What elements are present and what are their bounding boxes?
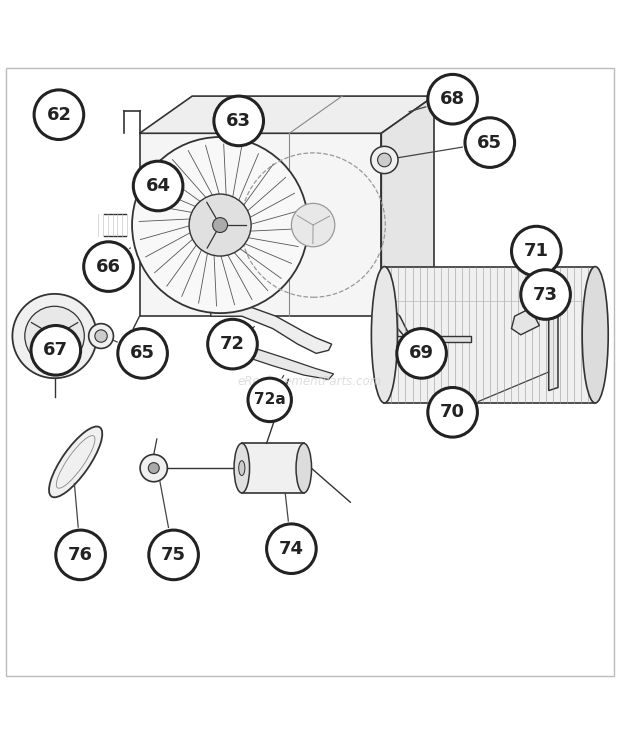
Text: 75: 75 (161, 546, 186, 564)
Circle shape (12, 294, 97, 378)
Ellipse shape (49, 426, 102, 497)
Text: 72a: 72a (254, 392, 286, 408)
Circle shape (214, 96, 264, 146)
Text: 74: 74 (279, 539, 304, 558)
Circle shape (512, 226, 561, 276)
Ellipse shape (296, 443, 312, 493)
Ellipse shape (239, 461, 245, 475)
Polygon shape (391, 336, 471, 342)
Circle shape (140, 455, 167, 482)
Circle shape (213, 217, 228, 232)
Polygon shape (140, 133, 381, 316)
Text: 73: 73 (533, 286, 558, 304)
Text: 62: 62 (46, 106, 71, 124)
Circle shape (34, 90, 84, 139)
Text: 69: 69 (409, 344, 434, 362)
Circle shape (84, 242, 133, 292)
Text: 68: 68 (440, 90, 465, 108)
Text: 63: 63 (226, 112, 251, 130)
Circle shape (132, 137, 308, 313)
Polygon shape (549, 285, 558, 391)
Circle shape (133, 161, 183, 211)
Circle shape (56, 530, 105, 580)
Text: 65: 65 (130, 344, 155, 362)
Polygon shape (211, 305, 332, 353)
Polygon shape (381, 96, 434, 316)
Polygon shape (236, 344, 334, 379)
Polygon shape (375, 299, 415, 342)
Ellipse shape (582, 266, 608, 403)
Text: 67: 67 (43, 341, 68, 359)
Circle shape (31, 325, 81, 375)
Text: 66: 66 (96, 257, 121, 275)
Circle shape (267, 524, 316, 574)
Circle shape (465, 118, 515, 167)
Circle shape (149, 530, 198, 580)
Polygon shape (512, 310, 539, 335)
Circle shape (291, 203, 335, 247)
Circle shape (371, 147, 398, 173)
Ellipse shape (234, 443, 249, 493)
Text: 76: 76 (68, 546, 93, 564)
Circle shape (428, 74, 477, 124)
Circle shape (189, 194, 251, 256)
Text: 70: 70 (440, 403, 465, 421)
Circle shape (521, 269, 570, 319)
Circle shape (47, 329, 62, 344)
Ellipse shape (371, 266, 397, 403)
Text: 72: 72 (220, 335, 245, 353)
Circle shape (118, 329, 167, 378)
Circle shape (428, 388, 477, 437)
Circle shape (378, 153, 391, 167)
Polygon shape (384, 266, 595, 403)
Text: 71: 71 (524, 242, 549, 260)
Text: eReplacementParts.com: eReplacementParts.com (238, 375, 382, 388)
Circle shape (148, 463, 159, 474)
Circle shape (25, 307, 84, 366)
Circle shape (248, 378, 291, 422)
Circle shape (89, 324, 113, 348)
Circle shape (208, 319, 257, 369)
Circle shape (397, 329, 446, 378)
Circle shape (95, 330, 107, 342)
Text: 64: 64 (146, 177, 170, 195)
Polygon shape (242, 443, 304, 493)
Text: 65: 65 (477, 134, 502, 152)
Polygon shape (140, 96, 434, 133)
